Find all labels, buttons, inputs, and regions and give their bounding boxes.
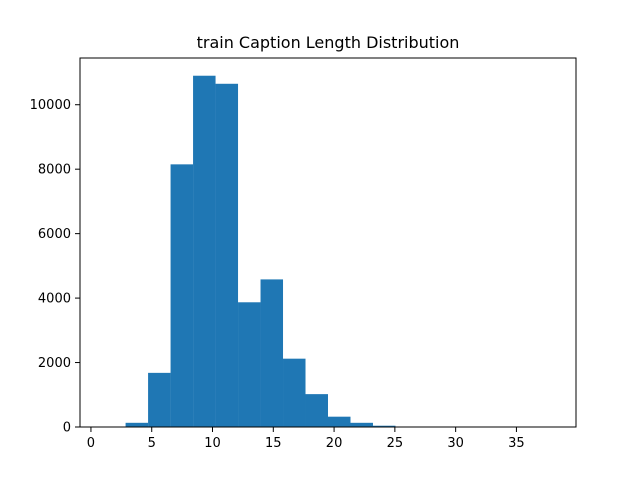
histogram-bar <box>148 372 171 427</box>
x-tick-label: 10 <box>204 436 221 451</box>
y-tick-label: 0 <box>63 421 71 436</box>
x-tick-label: 25 <box>387 436 404 451</box>
histogram-bar <box>372 425 396 427</box>
y-axis-ticks: 0 2000 4000 6000 8000 10000 <box>30 98 80 436</box>
y-tick-label: 10000 <box>30 98 71 113</box>
histogram-bar <box>193 75 216 428</box>
x-tick-label: 30 <box>447 436 464 451</box>
axes-frame <box>79 57 577 428</box>
histogram-bar <box>238 302 261 427</box>
y-tick-label: 2000 <box>38 356 71 371</box>
histogram-bar <box>350 422 373 427</box>
y-tick-label: 6000 <box>38 227 71 242</box>
x-tick-label: 35 <box>508 436 525 451</box>
chart-title: train Caption Length Distribution <box>197 33 460 52</box>
histogram-bar <box>328 416 351 427</box>
histogram-bar <box>215 83 239 427</box>
x-tick-label: 20 <box>326 436 343 451</box>
histogram-bar <box>170 164 194 427</box>
histogram-bar <box>125 422 149 427</box>
histogram-bar <box>283 358 306 427</box>
y-tick-label: 4000 <box>38 292 71 307</box>
histogram-bars <box>125 75 553 428</box>
histogram-bar <box>260 279 284 427</box>
x-tick-label: 5 <box>148 436 156 451</box>
y-tick-label: 8000 <box>38 163 71 178</box>
x-axis-ticks: 0 5 10 15 20 25 30 35 <box>87 427 525 451</box>
histogram-bar <box>305 394 328 427</box>
x-tick-label: 0 <box>87 436 95 451</box>
x-tick-label: 15 <box>265 436 282 451</box>
